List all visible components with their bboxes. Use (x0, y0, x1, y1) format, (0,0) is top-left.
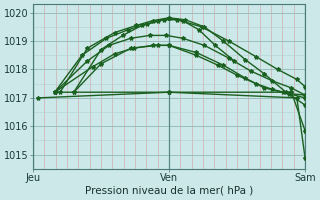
X-axis label: Pression niveau de la mer( hPa ): Pression niveau de la mer( hPa ) (85, 186, 253, 196)
